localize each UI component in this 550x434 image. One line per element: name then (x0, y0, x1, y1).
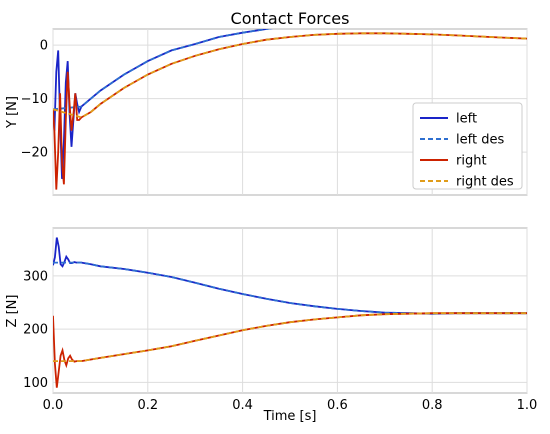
z-x-tick-label: 1.0 (517, 398, 538, 413)
z-x-tick-label: 0.2 (137, 398, 158, 413)
z-x-tick-label: 0.4 (232, 398, 253, 413)
y-force-axis-label: Y [N] (5, 96, 20, 129)
y-series-right-des-line (53, 32, 527, 119)
legend-box (412, 102, 523, 190)
z-series-right-des-line (53, 312, 527, 362)
z-x-tick-label: 0.6 (327, 398, 348, 413)
z-force-panel: 0.0 0.2 0.4 0.6 0.8 1.0 100 200 300 Z [N] (5, 227, 538, 413)
z-y-tick-label: 200 (23, 323, 48, 338)
z-force-plot-area (52, 227, 528, 394)
z-x-tick-label: 0.8 (422, 398, 443, 413)
legend-label: right des (456, 175, 514, 190)
z-y-tick-label: 300 (23, 269, 48, 284)
legend: left left des right right des (412, 102, 523, 190)
z-x-tick-label: 0.0 (43, 398, 64, 413)
legend-label: left des (456, 133, 504, 148)
time-axis-label: Time [s] (263, 409, 317, 424)
z-y-tick-label: 100 (23, 376, 48, 391)
chart-title: Contact Forces (231, 9, 350, 28)
legend-label: right (456, 154, 487, 169)
z-force-axis-label: Z [N] (5, 295, 20, 328)
y-y-tick-label: 0 (40, 39, 48, 54)
legend-label: left (456, 112, 477, 127)
y-y-tick-label: −10 (21, 92, 48, 107)
y-y-tick-label: −20 (21, 146, 48, 161)
y-series-left-des-line (53, 29, 274, 111)
